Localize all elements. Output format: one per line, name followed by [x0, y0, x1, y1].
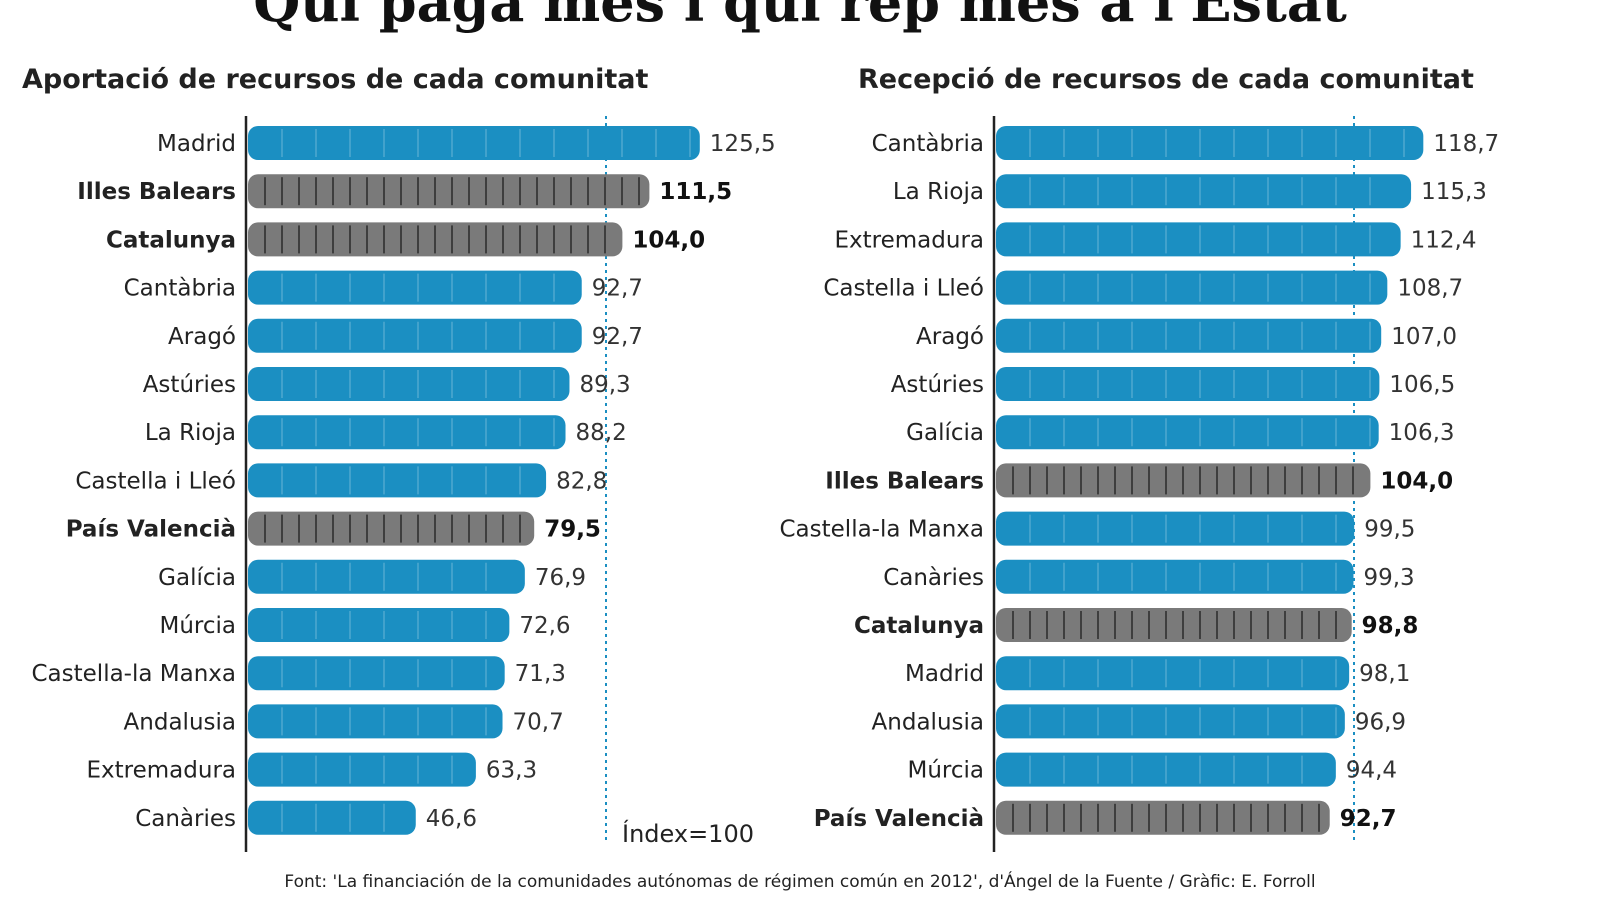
category-label-left-11: Múrcia — [159, 613, 236, 639]
bar-left-12 — [248, 656, 505, 691]
bar-left-10 — [248, 559, 525, 594]
bar-right-7 — [996, 415, 1379, 450]
category-label-right-3: Extremadura — [835, 227, 985, 253]
value-label-left-6: 89,3 — [579, 372, 630, 398]
bar-left-6 — [248, 367, 570, 401]
value-label-left-5: 92,7 — [592, 324, 643, 350]
value-label-left-3: 104,0 — [632, 227, 705, 253]
value-label-left-14: 63,3 — [486, 758, 537, 784]
value-label-right-6: 106,5 — [1389, 372, 1455, 398]
value-label-left-7: 88,2 — [576, 420, 627, 446]
source-note: Font: 'La financiación de la comunidades… — [284, 872, 1316, 892]
value-label-left-13: 70,7 — [513, 709, 564, 735]
bar-right-5 — [996, 318, 1382, 353]
value-label-left-12: 71,3 — [515, 661, 566, 687]
bar-right-13 — [996, 704, 1345, 739]
category-label-left-9: País Valencià — [66, 517, 236, 543]
category-label-right-1: Cantàbria — [872, 131, 984, 157]
category-label-left-7: La Rioja — [145, 420, 236, 446]
bar-right-12 — [996, 656, 1350, 691]
category-label-right-4: Castella i Lleó — [823, 276, 984, 302]
bar-right-4 — [996, 270, 1388, 305]
value-label-left-4: 92,7 — [592, 276, 643, 302]
category-label-right-13: Andalusia — [872, 709, 984, 735]
bar-left-5 — [248, 318, 582, 353]
category-label-left-6: Astúries — [143, 372, 236, 398]
category-label-right-7: Galícia — [906, 420, 984, 446]
left-panel-title: Aportació de recursos de cada comunitat — [22, 64, 649, 95]
value-label-left-11: 72,6 — [519, 613, 570, 639]
category-label-left-5: Aragó — [168, 324, 236, 350]
category-label-right-8: Illes Balears — [825, 468, 984, 494]
reference-label: Índex=100 — [622, 819, 754, 848]
value-label-right-13: 96,9 — [1355, 709, 1406, 735]
bar-left-4 — [248, 270, 582, 305]
category-label-right-12: Madrid — [905, 661, 984, 687]
bar-right-2 — [996, 174, 1412, 209]
value-label-right-2: 115,3 — [1421, 179, 1487, 205]
category-label-left-15: Canàries — [135, 806, 236, 832]
category-label-left-3: Catalunya — [106, 227, 236, 253]
category-label-right-9: Castella-la Manxa — [780, 517, 985, 543]
bar-right-6 — [996, 367, 1380, 401]
category-label-right-15: País Valencià — [814, 806, 984, 832]
category-label-left-8: Castella i Lleó — [75, 468, 236, 494]
category-label-right-5: Aragó — [916, 324, 984, 350]
value-label-right-15: 92,7 — [1340, 806, 1397, 832]
bar-right-1 — [996, 126, 1424, 160]
value-label-right-14: 94,4 — [1346, 758, 1397, 784]
category-label-left-2: Illes Balears — [77, 179, 236, 205]
value-label-right-1: 118,7 — [1433, 131, 1499, 157]
value-label-left-9: 79,5 — [544, 517, 601, 543]
bar-left-7 — [248, 415, 566, 450]
value-label-right-4: 108,7 — [1397, 276, 1463, 302]
value-label-left-2: 111,5 — [659, 179, 732, 205]
bar-right-9 — [996, 511, 1355, 546]
value-label-right-5: 107,0 — [1391, 324, 1457, 350]
value-label-left-8: 82,8 — [556, 468, 607, 494]
value-label-right-11: 98,8 — [1362, 613, 1419, 639]
value-label-right-8: 104,0 — [1380, 468, 1453, 494]
bar-left-2 — [248, 174, 650, 209]
bar-left-9 — [248, 511, 535, 546]
category-label-left-4: Cantàbria — [124, 276, 236, 302]
category-label-right-14: Múrcia — [907, 758, 984, 784]
bar-left-1 — [248, 126, 700, 160]
category-label-left-13: Andalusia — [124, 709, 236, 735]
bar-left-11 — [248, 608, 510, 642]
value-label-right-3: 112,4 — [1411, 227, 1477, 253]
value-label-right-10: 99,3 — [1363, 565, 1414, 591]
bar-right-14 — [996, 752, 1336, 787]
category-label-right-10: Canàries — [883, 565, 984, 591]
value-label-right-12: 98,1 — [1359, 661, 1410, 687]
category-label-right-6: Astúries — [891, 372, 984, 398]
bar-right-3 — [996, 222, 1401, 257]
value-label-left-15: 46,6 — [426, 806, 477, 832]
category-label-left-10: Galícia — [158, 565, 236, 591]
value-label-left-1: 125,5 — [710, 131, 776, 157]
category-label-left-1: Madrid — [157, 131, 236, 157]
category-label-right-11: Catalunya — [854, 613, 984, 639]
bar-right-10 — [996, 559, 1354, 594]
bar-left-13 — [248, 704, 503, 739]
category-label-right-2: La Rioja — [893, 179, 984, 205]
category-label-left-14: Extremadura — [87, 758, 237, 784]
value-label-left-10: 76,9 — [535, 565, 586, 591]
bar-left-14 — [248, 752, 476, 787]
chart-title: Qui paga més i qui rep més a l'Estat — [253, 0, 1347, 34]
category-label-left-12: Castella-la Manxa — [32, 661, 237, 687]
bar-left-8 — [248, 463, 547, 498]
bar-left-15 — [248, 800, 416, 835]
value-label-right-9: 99,5 — [1364, 517, 1415, 543]
bar-right-11 — [996, 608, 1352, 642]
right-panel-title: Recepció de recursos de cada comunitat — [858, 64, 1474, 95]
value-label-right-7: 106,3 — [1389, 420, 1455, 446]
bar-right-15 — [996, 800, 1330, 835]
